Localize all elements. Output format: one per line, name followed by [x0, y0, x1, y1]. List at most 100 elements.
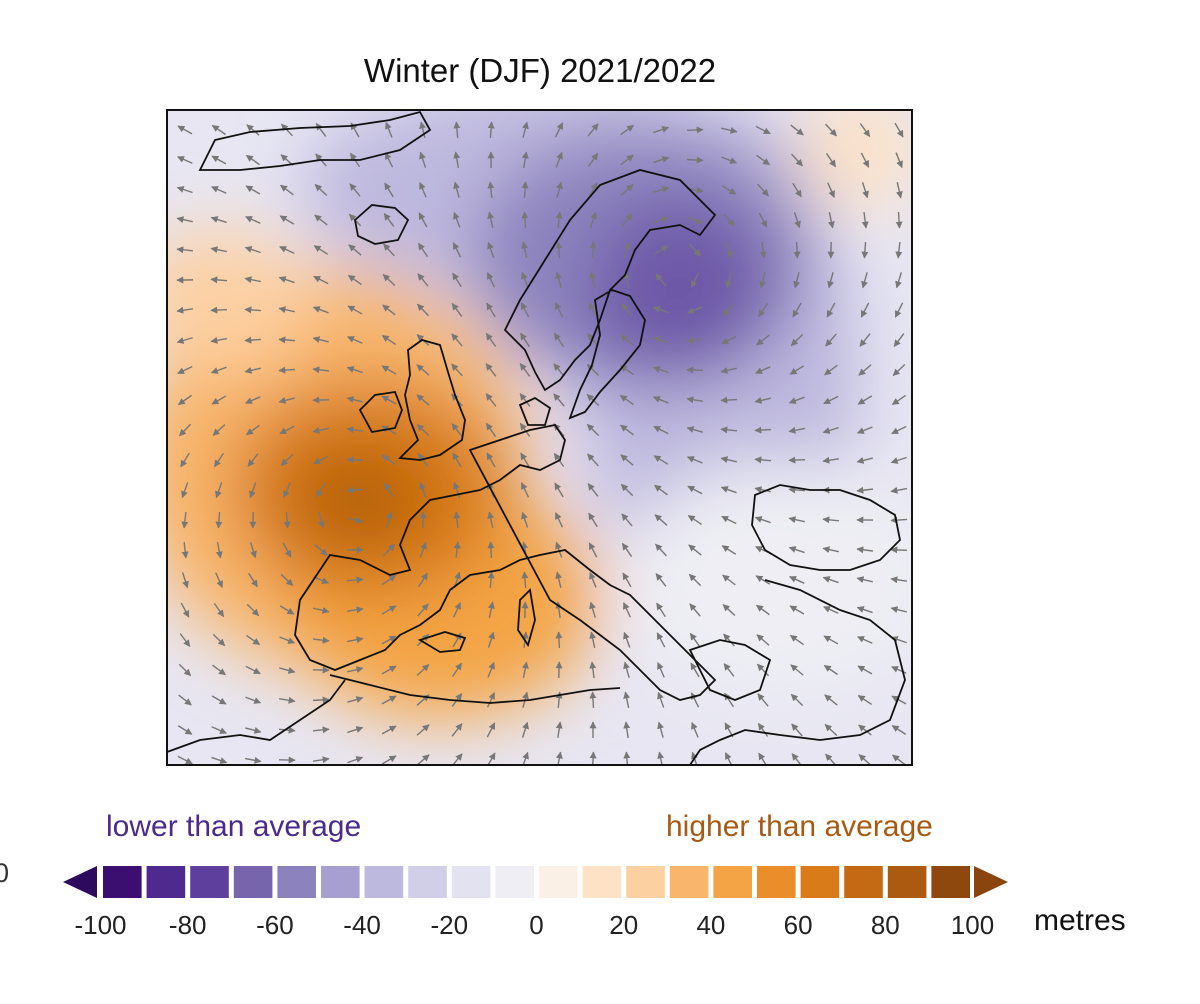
wind-arrow	[244, 276, 261, 284]
colorbar-swatch	[582, 866, 622, 898]
wind-arrow	[487, 121, 495, 139]
wind-arrow	[210, 366, 227, 374]
wind-arrow	[381, 725, 397, 735]
wind-arrow	[452, 242, 462, 258]
wind-arrow	[245, 185, 261, 195]
wind-arrow	[486, 692, 496, 708]
wind-arrow	[620, 184, 634, 196]
wind-arrow	[278, 696, 296, 704]
wind-arrow	[313, 245, 329, 255]
higher-than-average-label: higher than average	[666, 810, 933, 843]
wind-arrow	[247, 453, 259, 467]
wind-arrow	[655, 543, 667, 557]
wind-arrow	[452, 632, 462, 648]
wind-arrow	[486, 302, 496, 318]
wind-arrow	[754, 486, 771, 494]
wind-arrow	[621, 542, 633, 557]
wind-arrow	[793, 212, 801, 229]
wind-arrow	[419, 481, 427, 498]
wind-arrow	[587, 152, 599, 167]
wind-arrow	[721, 126, 738, 134]
wind-arrow	[687, 216, 704, 224]
wind-arrow	[347, 666, 364, 674]
wind-arrow	[653, 455, 669, 465]
wind-arrow	[688, 544, 702, 556]
wind-arrow	[210, 216, 227, 224]
wind-arrow	[720, 426, 738, 434]
wind-arrow	[757, 303, 769, 318]
wind-arrow	[521, 271, 529, 288]
wind-arrow	[485, 393, 497, 407]
wind-arrow	[487, 511, 495, 528]
colorbar-swatch	[495, 866, 534, 898]
wind-arrow	[621, 303, 633, 317]
wind-arrow	[210, 246, 227, 254]
wind-arrow	[385, 121, 393, 138]
wind-arrow	[381, 425, 397, 435]
wind-arrow	[721, 545, 737, 555]
wind-arrow	[417, 242, 429, 258]
wind-arrow	[588, 302, 598, 318]
wind-arrow	[383, 213, 395, 227]
colorbar-tick-label: 80	[871, 910, 900, 940]
wind-arrow	[383, 243, 395, 257]
wind-arrow	[861, 211, 869, 229]
wind-arrow	[554, 302, 564, 318]
colorbar-swatch	[408, 866, 447, 898]
colorbar-swatch	[757, 866, 796, 898]
wind-arrow	[245, 216, 261, 224]
wind-arrow	[279, 636, 296, 644]
wind-arrow	[416, 364, 430, 376]
wind-arrow	[347, 274, 362, 286]
wind-arrow	[791, 723, 803, 737]
wind-arrow	[890, 516, 908, 524]
wind-arrow	[587, 453, 599, 467]
wind-arrow	[790, 664, 804, 676]
wind-arrow	[180, 452, 190, 468]
wind-arrow	[416, 394, 430, 406]
wind-arrow	[278, 276, 295, 284]
wind-arrow	[589, 691, 597, 709]
wind-arrow	[859, 333, 871, 347]
wind-arrow	[419, 541, 427, 558]
wind-arrow	[215, 542, 223, 559]
wind-arrow	[788, 456, 806, 464]
wind-arrow	[723, 213, 735, 227]
wind-arrow	[283, 511, 291, 529]
wind-arrow	[890, 606, 907, 613]
wind-arrow	[620, 124, 635, 136]
wind-arrow	[283, 482, 291, 499]
wind-arrow	[622, 572, 632, 588]
wind-arrow	[788, 486, 806, 494]
wind-arrow	[452, 452, 462, 468]
wind-arrow	[858, 724, 872, 736]
wind-arrow	[621, 213, 633, 227]
wind-arrow	[623, 602, 631, 618]
wind-arrow	[213, 452, 225, 468]
wind-arrow	[346, 576, 364, 584]
wind-arrow	[312, 366, 330, 374]
wind-arrow	[453, 602, 461, 618]
wind-arrow	[246, 603, 260, 617]
wind-arrow	[176, 306, 194, 314]
wind-arrow	[895, 272, 902, 289]
wind-arrow	[555, 541, 563, 558]
wind-arrow	[822, 516, 840, 524]
wind-arrow	[486, 722, 496, 738]
wind-arrow	[211, 186, 227, 194]
wind-arrow	[856, 486, 874, 494]
wind-arrow	[555, 721, 563, 739]
wind-arrow	[756, 634, 770, 646]
wind-arrow	[347, 305, 363, 315]
wind-arrow	[827, 272, 834, 289]
wind-arrow	[315, 123, 327, 137]
wind-arrow	[825, 123, 837, 137]
wind-arrow	[451, 333, 463, 347]
wind-arrow	[244, 366, 261, 374]
wind-arrow	[725, 272, 732, 289]
colorbar-swatch	[146, 866, 186, 898]
wind-arrow	[418, 572, 428, 588]
wind-arrow	[520, 482, 530, 498]
wind-arrow	[723, 663, 735, 677]
wind-arrow	[418, 212, 428, 228]
